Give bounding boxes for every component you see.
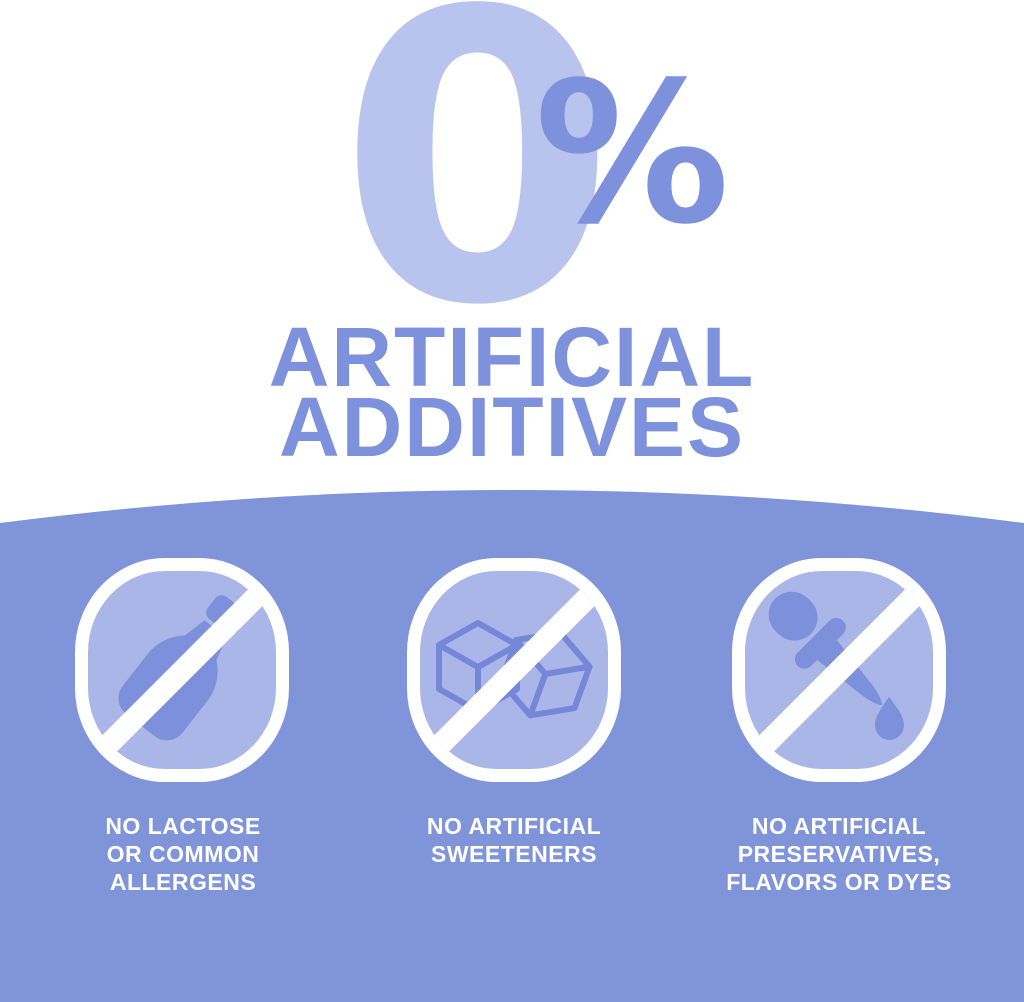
claim-label-preservatives: NO ARTIFICIAL PRESERVATIVES, FLAVORS OR … xyxy=(726,813,952,895)
headline-number: 0 xyxy=(338,0,617,393)
claim-label-lactose: NO LACTOSE OR COMMON ALLERGENS xyxy=(105,813,261,895)
no-lactose-icon xyxy=(75,558,289,782)
headline-zero-percent: 0% xyxy=(22,0,1024,361)
no-sweeteners-icon xyxy=(407,558,621,782)
dropper-icon xyxy=(768,591,904,740)
title-line-1: ARTIFICIAL xyxy=(268,310,756,404)
claim-label-sweeteners: NO ARTIFICIAL SWEETENERS xyxy=(426,813,602,867)
no-preservatives-icon xyxy=(732,558,946,782)
percent-sign: % xyxy=(534,40,730,267)
curve-divider xyxy=(0,490,1024,540)
title-line-2: ADDITIVES xyxy=(278,380,746,474)
drop-shape xyxy=(875,697,904,740)
poster-title: ARTIFICIAL ADDITIVES xyxy=(0,310,1024,474)
